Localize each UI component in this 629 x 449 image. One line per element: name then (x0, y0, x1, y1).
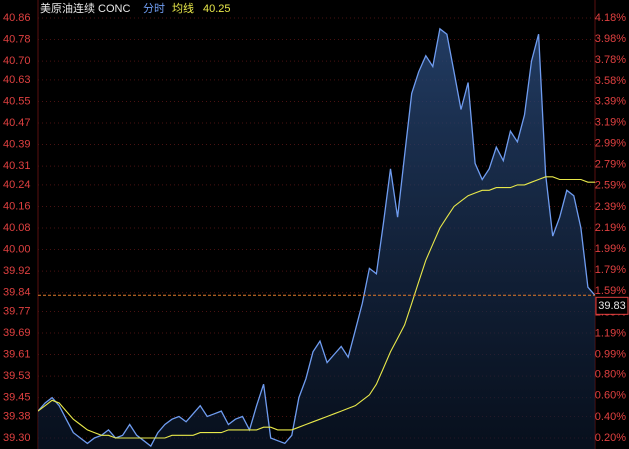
y-tick-label: 40.70 (3, 55, 31, 67)
y-tick-label: 40.00 (3, 243, 31, 255)
avg-line (38, 176, 595, 439)
y-tick-label: 40.86 (3, 12, 31, 24)
y-tick-label: 40.47 (3, 117, 31, 129)
y2-tick-label: 2.39% (595, 201, 626, 213)
labels: 40.86 40.78 40.70 40.63 40.55 40.47 40.39 40.31… (3, 12, 629, 444)
price-area (38, 28, 595, 449)
y2-tick-label: 4.18% (595, 12, 626, 24)
y2-tick-label: 3.39% (595, 95, 626, 107)
y-tick-label: 39.69 (3, 327, 31, 339)
y2-tick-label: 2.59% (595, 180, 626, 192)
y-tick-label: 40.31 (3, 160, 31, 172)
y2-tick-label: 2.99% (595, 137, 626, 149)
y-tick-label: 40.08 (3, 222, 31, 234)
y-tick-label: 40.63 (3, 74, 31, 86)
y-tick-label: 39.30 (3, 432, 31, 444)
y2-tick-label: 0.99% (595, 349, 626, 361)
legend-avg: 均线 (172, 1, 194, 15)
y2-tick-label: 0.60% (595, 390, 626, 402)
y2-tick-label: 3.98% (595, 33, 626, 45)
y2-tick-label: 3.58% (595, 75, 626, 87)
y-tick-label: 40.55 (3, 95, 31, 107)
y-tick-label: 39.61 (3, 348, 31, 360)
legend-price: 分时 (143, 2, 165, 15)
y2-tick-label: 2.79% (595, 159, 626, 171)
y-tick-label: 39.45 (3, 392, 31, 404)
y-tick-label: 39.38 (3, 410, 31, 422)
y2-tick-label: 1.19% (595, 327, 626, 339)
y-tick-label: 40.16 (3, 200, 31, 212)
y2-tick-label: 0.80% (595, 369, 626, 381)
last-price-label: 39.83 (598, 300, 626, 312)
y-tick-label: 39.92 (3, 265, 31, 277)
y2-tick-label: 0.40% (595, 411, 626, 423)
last-price-box (595, 296, 629, 315)
price-line (38, 27, 595, 448)
y2-tick-label: 3.78% (595, 54, 626, 66)
y-tick-label: 40.78 (3, 33, 31, 45)
plot (38, 27, 595, 449)
y-tick-label: 40.39 (3, 138, 31, 150)
y2-tick-label: 1.79% (595, 264, 626, 276)
y-tick-label: 39.84 (3, 287, 31, 299)
y2-tick-label: 2.19% (595, 222, 626, 234)
y-tick-label: 40.24 (3, 179, 31, 191)
y-tick-label: 39.53 (3, 370, 31, 382)
avg-value: 40.25 (203, 3, 231, 15)
y2-tick-label: 1.99% (595, 243, 626, 255)
y-tick-label: 39.77 (3, 305, 31, 317)
y2-tick-label: 3.19% (595, 116, 626, 128)
chart-title: 美原油连续 CONC (40, 1, 130, 15)
y2-tick-label: 0.20% (595, 432, 626, 444)
y2-tick-label: 1.59% (595, 285, 626, 297)
